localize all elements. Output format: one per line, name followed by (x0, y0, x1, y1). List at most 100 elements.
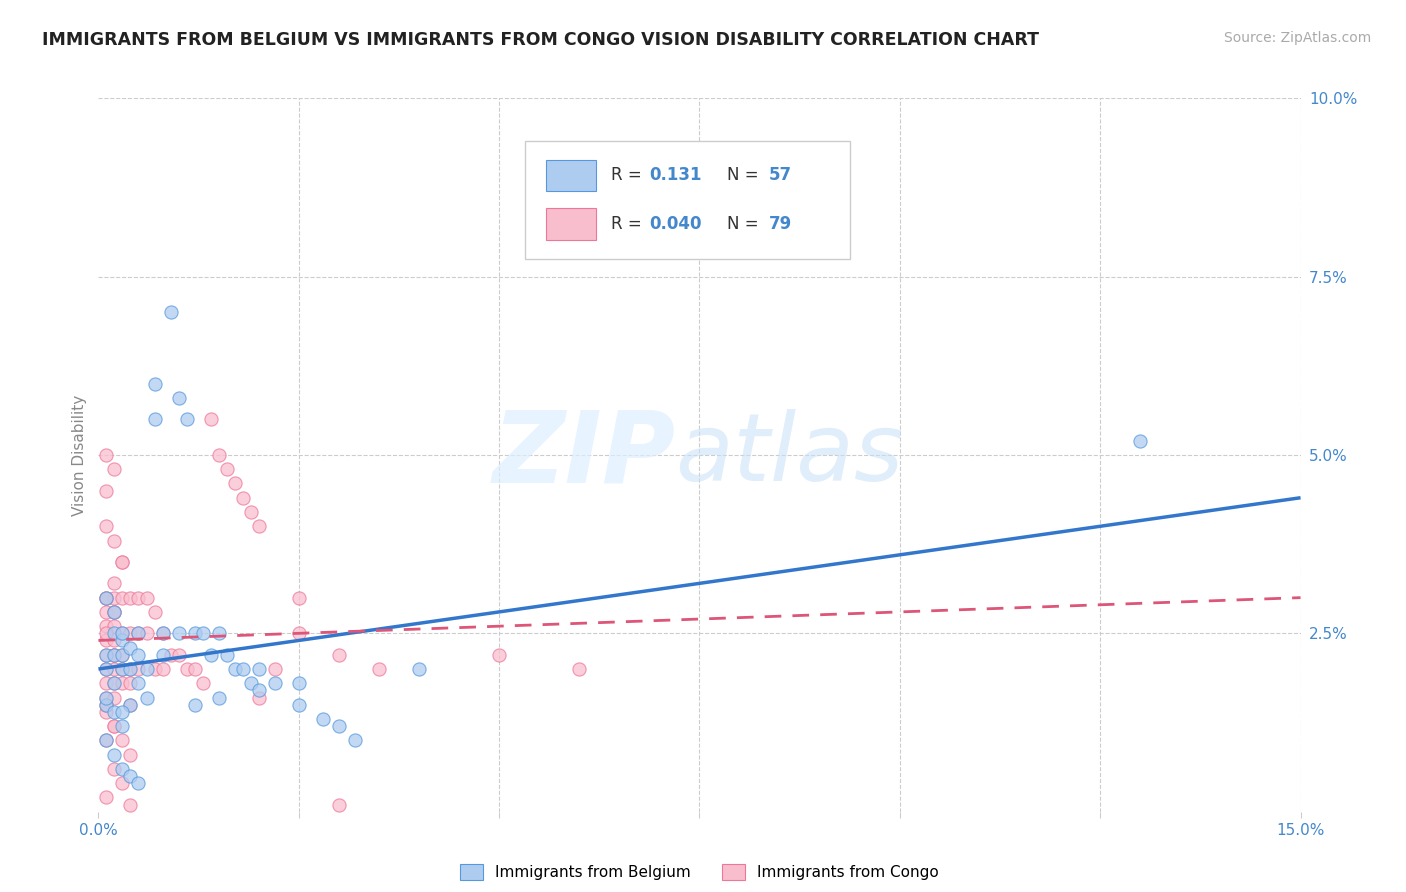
Point (208, 690, 231, 705)
Point (288, 676, 311, 690)
Point (288, 591, 311, 605)
Point (247, 519, 270, 533)
Text: 0.131: 0.131 (650, 167, 702, 185)
Point (111, 705, 134, 719)
Point (111, 762, 134, 776)
Point (224, 662, 246, 676)
Point (368, 662, 391, 676)
Point (328, 648, 350, 662)
Point (120, 662, 142, 676)
Point (128, 626, 150, 640)
Point (103, 633, 125, 648)
Point (120, 640, 142, 655)
Text: 57: 57 (769, 167, 793, 185)
Point (120, 698, 142, 712)
Point (103, 762, 125, 776)
Point (232, 662, 254, 676)
Point (103, 690, 125, 705)
Point (111, 662, 134, 676)
Y-axis label: Vision Disability: Vision Disability (72, 394, 87, 516)
Point (103, 648, 125, 662)
Point (312, 712, 335, 726)
Point (135, 690, 157, 705)
Text: 79: 79 (769, 215, 793, 233)
Point (111, 633, 134, 648)
Point (128, 648, 150, 662)
Point (111, 733, 134, 747)
Point (96, 448, 118, 462)
Point (328, 797, 350, 812)
Point (183, 662, 205, 676)
Point (111, 555, 134, 569)
Text: N =: N = (727, 167, 763, 185)
Point (128, 776, 150, 790)
Point (96, 591, 118, 605)
Point (167, 648, 190, 662)
Point (111, 648, 134, 662)
Point (215, 648, 238, 662)
Point (191, 626, 214, 640)
Point (288, 698, 311, 712)
Point (103, 719, 125, 733)
Point (96, 690, 118, 705)
Point (120, 662, 142, 676)
Point (247, 662, 270, 676)
Point (103, 705, 125, 719)
Point (120, 626, 142, 640)
Point (152, 626, 174, 640)
Point (96, 519, 118, 533)
Point (111, 648, 134, 662)
FancyBboxPatch shape (546, 160, 596, 191)
Point (408, 662, 430, 676)
Point (103, 591, 125, 605)
Point (143, 376, 166, 391)
Point (135, 662, 157, 676)
Text: R =: R = (610, 167, 647, 185)
Point (224, 476, 246, 491)
Point (263, 662, 285, 676)
Point (103, 648, 125, 662)
Point (103, 619, 125, 633)
Point (120, 698, 142, 712)
Point (128, 676, 150, 690)
FancyBboxPatch shape (526, 141, 849, 259)
Point (167, 626, 190, 640)
Point (103, 533, 125, 548)
Point (176, 662, 198, 676)
Point (96, 633, 118, 648)
Point (328, 719, 350, 733)
Point (488, 648, 510, 662)
Point (128, 626, 150, 640)
Point (103, 648, 125, 662)
Point (135, 591, 157, 605)
Point (120, 769, 142, 783)
Point (208, 626, 231, 640)
Legend: Immigrants from Belgium, Immigrants from Congo: Immigrants from Belgium, Immigrants from… (454, 858, 945, 886)
Point (152, 662, 174, 676)
Point (247, 690, 270, 705)
Point (568, 662, 591, 676)
Point (111, 626, 134, 640)
Point (135, 626, 157, 640)
Point (152, 648, 174, 662)
Text: N =: N = (727, 215, 763, 233)
Point (111, 676, 134, 690)
Point (263, 676, 285, 690)
Text: 0.040: 0.040 (650, 215, 702, 233)
Point (152, 626, 174, 640)
Point (103, 576, 125, 591)
Point (103, 662, 125, 676)
Point (111, 555, 134, 569)
Point (111, 719, 134, 733)
Point (96, 591, 118, 605)
Point (96, 705, 118, 719)
Text: IMMIGRANTS FROM BELGIUM VS IMMIGRANTS FROM CONGO VISION DISABILITY CORRELATION C: IMMIGRANTS FROM BELGIUM VS IMMIGRANTS FR… (42, 31, 1039, 49)
Point (200, 648, 222, 662)
Point (143, 412, 166, 426)
Point (176, 412, 198, 426)
Point (103, 676, 125, 690)
Point (96, 619, 118, 633)
Point (96, 790, 118, 805)
Point (167, 391, 190, 405)
Point (96, 591, 118, 605)
